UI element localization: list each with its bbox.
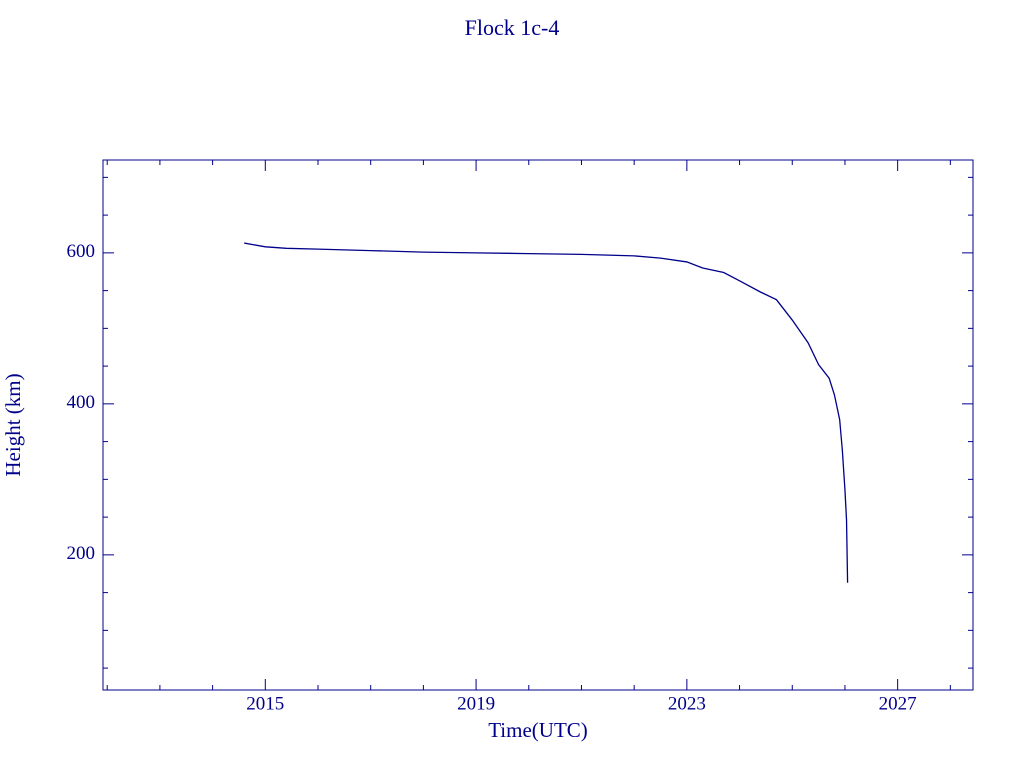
y-tick-label: 600 [67, 241, 96, 262]
data-line [244, 242, 849, 583]
x-tick-label: 2027 [879, 693, 917, 714]
y-axis-label: Height (km) [1, 373, 25, 476]
x-tick-label: 2023 [668, 693, 706, 714]
y-tick-label: 200 [67, 543, 96, 564]
plot-frame [102, 159, 974, 691]
x-tick-label: 2015 [246, 693, 284, 714]
chart-title: Flock 1c-4 [465, 15, 560, 40]
x-tick-label: 2019 [457, 693, 495, 714]
y-tick-label: 400 [67, 392, 96, 413]
x-axis-label: Time(UTC) [488, 718, 588, 742]
